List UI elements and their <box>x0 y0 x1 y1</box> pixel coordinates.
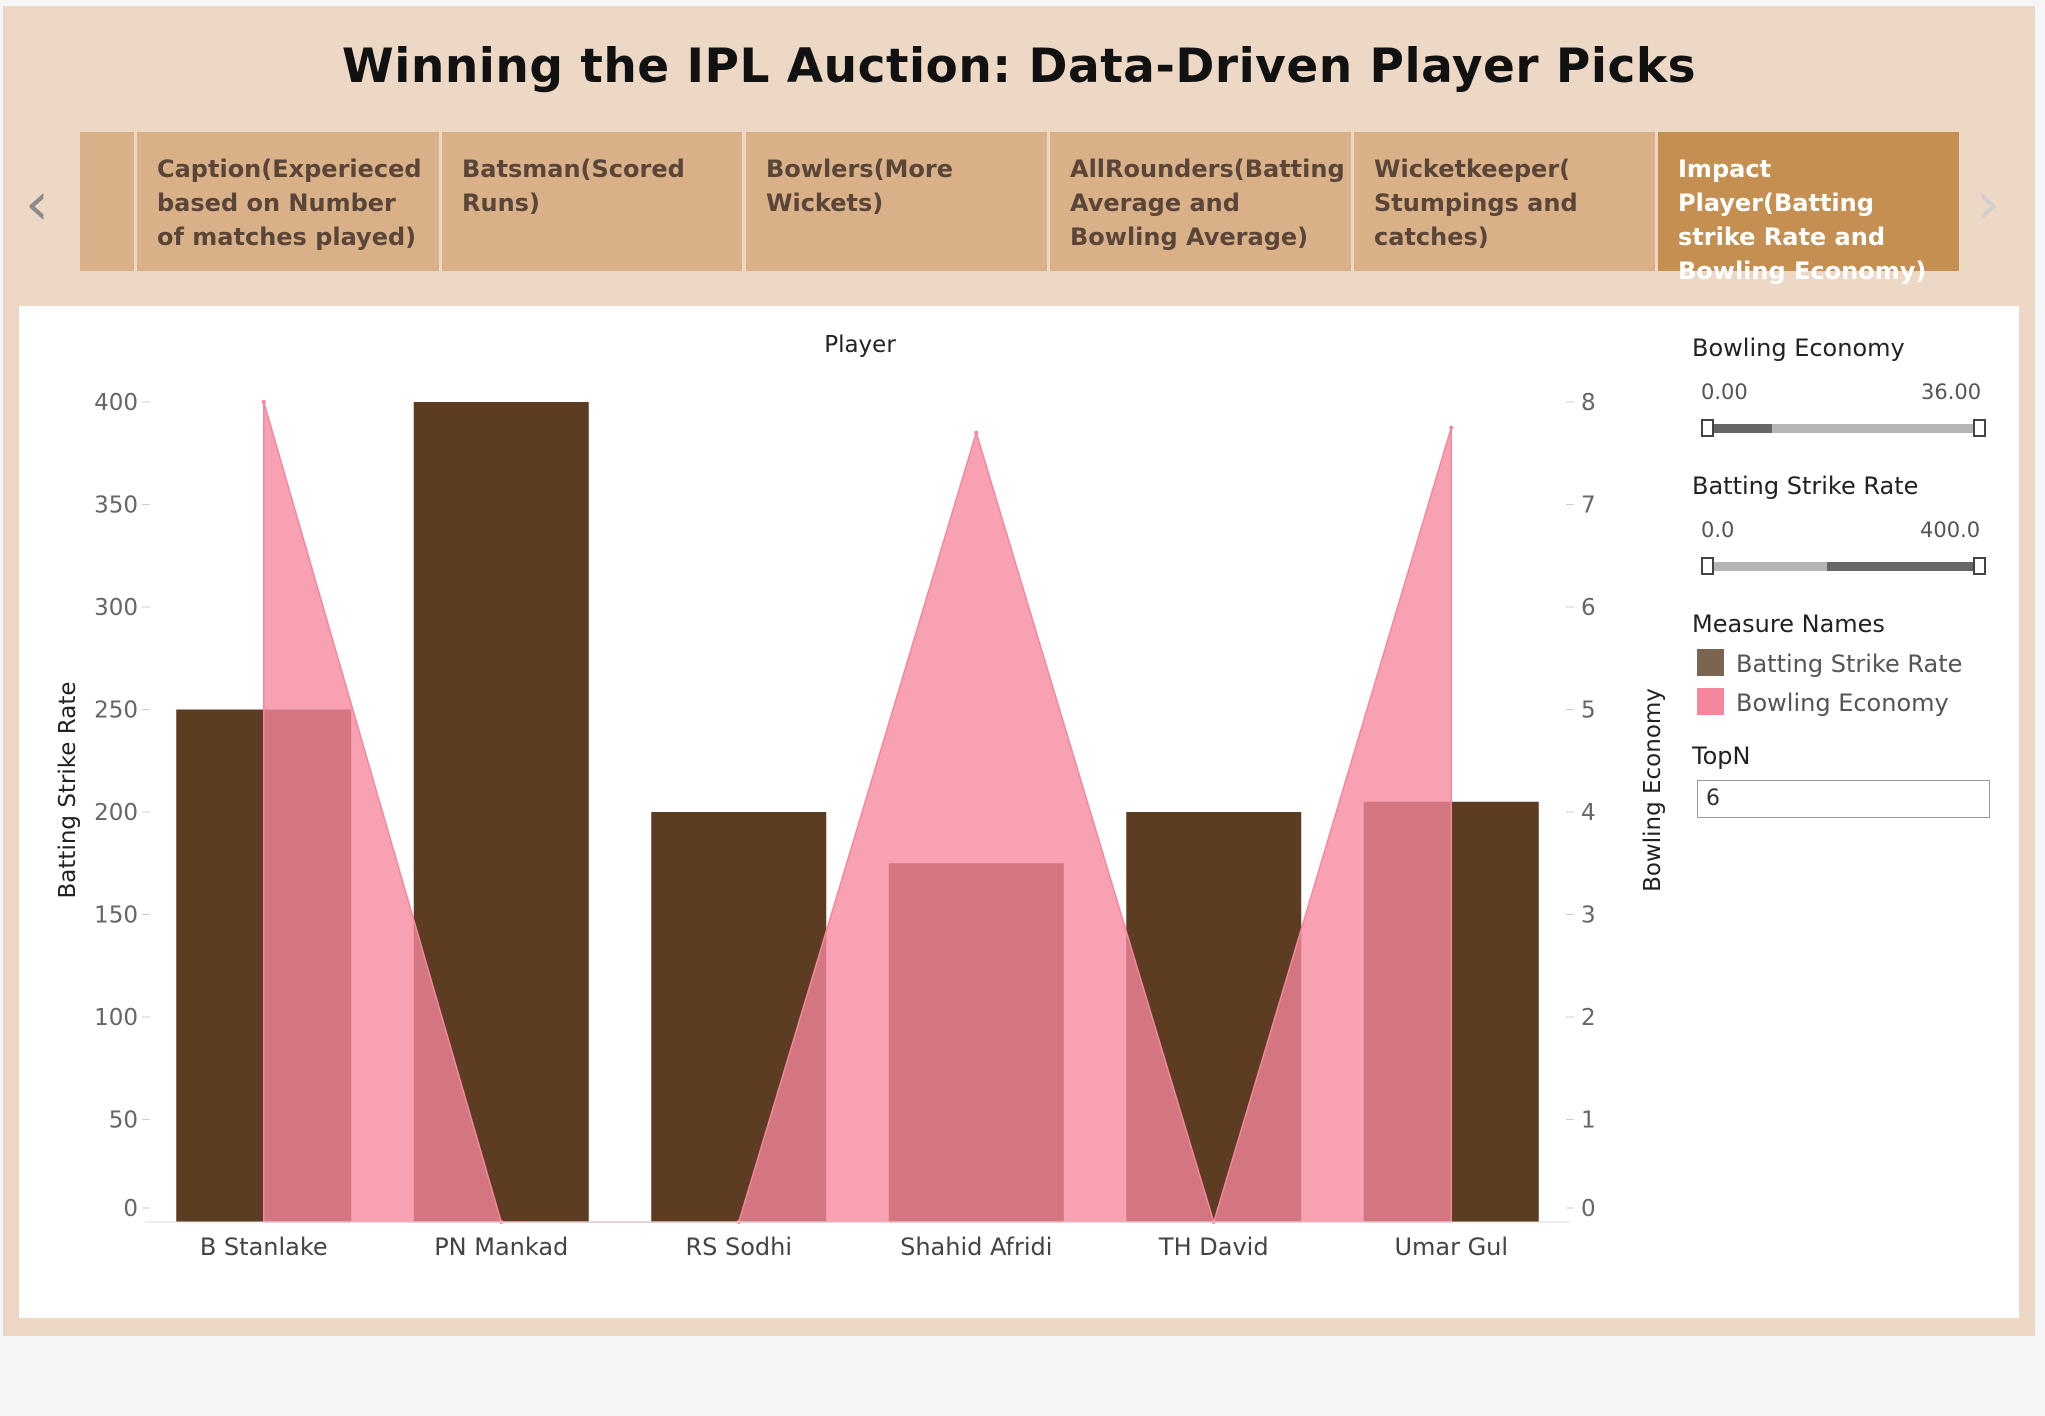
y2-tick-label: 6 <box>1581 595 1596 621</box>
y2-tick-label: 4 <box>1581 800 1596 826</box>
x-category-label: Shahid Afridi <box>900 1233 1052 1261</box>
bowling-economy-min-handle[interactable] <box>1701 419 1714 437</box>
x-category-label: Umar Gul <box>1394 1233 1508 1261</box>
y-tick-label: 100 <box>94 1005 138 1031</box>
topn-parameter-title: TopN <box>1692 742 1751 770</box>
legend-label-bowling-economy[interactable]: Bowling Economy <box>1736 689 1949 717</box>
y2-tick-label: 1 <box>1581 1108 1596 1134</box>
tab-wicketkeeper[interactable]: Wicketkeeper( Stumpings and catches) <box>1354 132 1655 271</box>
legend-swatch-bowling-economy <box>1697 688 1724 715</box>
batting-strike-rate-slider-fill <box>1827 562 1980 571</box>
y-tick-label: 300 <box>94 595 138 621</box>
dashboard-title: Winning the IPL Auction: Data-Driven Pla… <box>341 39 1697 94</box>
batting-strike-rate-min-handle[interactable] <box>1701 557 1714 575</box>
chevron-left-icon[interactable]: ‹ <box>25 169 49 239</box>
tab-impact-player[interactable]: Impact Player(Batting strike Rate and Bo… <box>1658 132 1959 285</box>
measure-names-legend-title: Measure Names <box>1692 610 1885 638</box>
legend-swatch-batting-strike-rate <box>1697 649 1724 676</box>
x-category-label: RS Sodhi <box>685 1233 792 1261</box>
tab-blank[interactable] <box>80 132 134 271</box>
batting-strike-rate-max: 400.0 <box>1920 518 1981 542</box>
bowling-economy-slider-fill <box>1707 424 1772 433</box>
bowling-economy-max-handle[interactable] <box>1973 419 1986 437</box>
batting-strike-rate-filter-title: Batting Strike Rate <box>1692 472 1919 500</box>
y-tick-label: 0 <box>123 1196 138 1222</box>
y2-tick-label: 2 <box>1581 1005 1596 1031</box>
batting-strike-rate-max-handle[interactable] <box>1973 557 1986 575</box>
y2-tick-label: 8 <box>1581 390 1596 416</box>
x-category-label: B Stanlake <box>200 1233 328 1261</box>
area-point-umar-gul[interactable] <box>1449 425 1454 430</box>
tab-allrounders[interactable]: AllRounders(Batting Average and Bowling … <box>1050 132 1351 271</box>
y2-tick-label: 0 <box>1581 1196 1596 1222</box>
y-tick-label: 200 <box>94 800 138 826</box>
x-category-label: TH David <box>1158 1233 1269 1261</box>
tab-caption[interactable]: Caption(Experieced based on Number of ma… <box>137 132 439 271</box>
y2-tick-label: 3 <box>1581 903 1596 929</box>
area-point-b-stanlake[interactable] <box>261 400 266 404</box>
bowling-economy-min: 0.00 <box>1701 380 1748 404</box>
y2-tick-label: 5 <box>1581 698 1596 724</box>
y2-tick-label: 7 <box>1581 493 1596 519</box>
chevron-right-icon[interactable]: › <box>1976 169 2000 239</box>
y-tick-label: 50 <box>109 1108 138 1134</box>
topn-input[interactable]: 6 <box>1697 780 1990 818</box>
area-point-shahid-afridi[interactable] <box>974 430 979 435</box>
bowling-economy-filter-title: Bowling Economy <box>1692 334 1905 362</box>
bowling-economy-slider[interactable] <box>1707 424 1980 433</box>
y-tick-label: 150 <box>94 903 138 929</box>
y2-axis-title: Bowling Economy <box>1640 688 1666 892</box>
chart-title: Player <box>824 332 896 358</box>
tab-bowlers[interactable]: Bowlers(More Wickets) <box>746 132 1047 271</box>
bowling-economy-max: 36.00 <box>1921 380 1982 404</box>
legend-label-batting-strike-rate[interactable]: Batting Strike Rate <box>1736 650 1963 678</box>
batting-strike-rate-min: 0.0 <box>1701 518 1735 542</box>
x-category-label: PN Mankad <box>434 1233 568 1261</box>
tab-batsman[interactable]: Batsman(Scored Runs) <box>442 132 742 271</box>
y-tick-label: 250 <box>94 698 138 724</box>
y-tick-label: 350 <box>94 493 138 519</box>
y-axis-title: Batting Strike Rate <box>55 682 81 899</box>
y-tick-label: 400 <box>94 390 138 416</box>
